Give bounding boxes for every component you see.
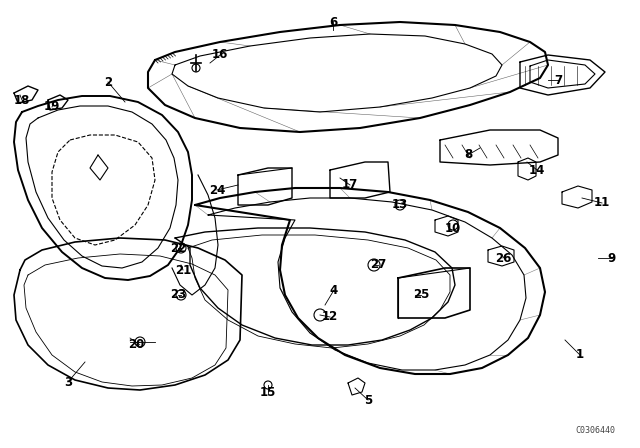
Text: 5: 5 — [364, 393, 372, 406]
Text: 24: 24 — [209, 184, 225, 197]
Text: 7: 7 — [554, 73, 562, 86]
Text: 10: 10 — [445, 221, 461, 234]
Text: 26: 26 — [495, 251, 511, 264]
Text: 27: 27 — [370, 258, 386, 271]
Text: 23: 23 — [170, 289, 186, 302]
Text: 12: 12 — [322, 310, 338, 323]
Text: 2: 2 — [104, 76, 112, 89]
Text: 18: 18 — [14, 94, 30, 107]
Text: 20: 20 — [128, 339, 144, 352]
Text: 1: 1 — [576, 349, 584, 362]
Text: 16: 16 — [212, 48, 228, 61]
Text: 15: 15 — [260, 387, 276, 400]
Text: 9: 9 — [608, 251, 616, 264]
Text: 6: 6 — [329, 16, 337, 29]
Text: 25: 25 — [413, 289, 429, 302]
Text: 17: 17 — [342, 178, 358, 191]
Text: 14: 14 — [529, 164, 545, 177]
Text: 4: 4 — [330, 284, 338, 297]
Text: 8: 8 — [464, 148, 472, 161]
Text: 22: 22 — [170, 241, 186, 254]
Text: 3: 3 — [64, 375, 72, 388]
Text: 19: 19 — [44, 100, 60, 113]
Text: 11: 11 — [594, 197, 610, 210]
Text: 21: 21 — [175, 263, 191, 276]
Text: 13: 13 — [392, 198, 408, 211]
Text: C0306440: C0306440 — [575, 426, 615, 435]
